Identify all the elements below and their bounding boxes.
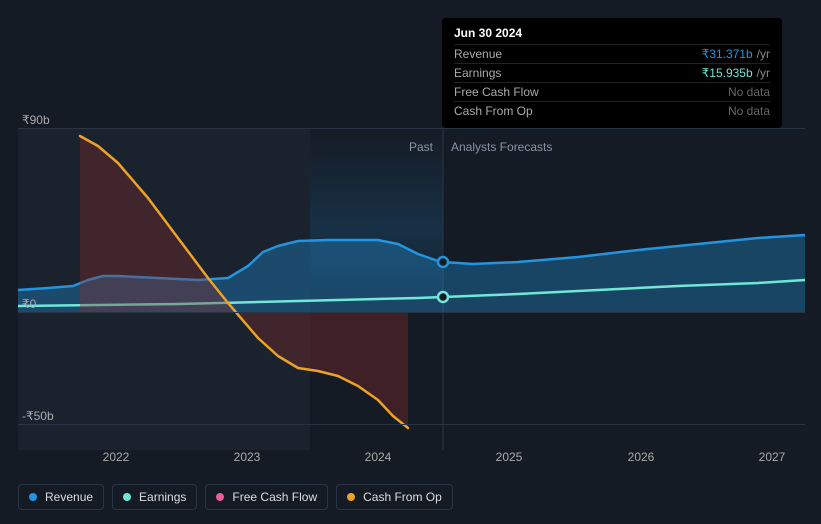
ylabel-bottom: -₹50b [22,409,54,423]
tooltip-row-value: No data [728,85,770,99]
tooltip-amount: ₹15.935b [702,66,753,80]
tooltip-unit: /yr [757,47,770,61]
tooltip-row-value: ₹15.935b/yr [702,66,770,80]
legend-item[interactable]: Cash From Op [336,484,453,510]
tooltip-row: Cash From Op No data [454,101,770,120]
ylabel-top: ₹90b [22,113,50,127]
tooltip-row: Earnings ₹15.935b/yr [454,63,770,82]
tooltip-row-label: Revenue [454,47,502,61]
forecast-chart [18,128,805,450]
xaxis-tick: 2025 [496,450,523,464]
tooltip-row-label: Free Cash Flow [454,85,539,99]
tooltip-row: Revenue ₹31.371b/yr [454,44,770,63]
tooltip-amount: ₹31.371b [702,47,753,61]
ygrid-zero [18,312,805,313]
ygrid-bottom [18,424,805,425]
data-tooltip: Jun 30 2024 Revenue ₹31.371b/yr Earnings ₹1… [442,18,782,128]
tooltip-nodata: No data [728,104,770,118]
legend-item[interactable]: Earnings [112,484,197,510]
legend-item[interactable]: Free Cash Flow [205,484,328,510]
legend-label: Earnings [139,490,186,504]
tooltip-row-value: No data [728,104,770,118]
xaxis-tick: 2022 [103,450,130,464]
xaxis-tick: 2026 [628,450,655,464]
legend-item[interactable]: Revenue [18,484,104,510]
forecast-region-label: Analysts Forecasts [451,140,552,154]
legend-label: Cash From Op [363,490,442,504]
past-region-label: Past [409,140,433,154]
legend-dot-icon [216,493,224,501]
x-axis: 2022 2023 2024 2025 2026 2027 [18,450,805,470]
legend: Revenue Earnings Free Cash Flow Cash From O… [18,484,453,510]
legend-dot-icon [347,493,355,501]
tooltip-date: Jun 30 2024 [454,26,770,44]
ygrid-top [18,128,805,129]
tooltip-row-label: Earnings [454,66,501,80]
tooltip-row: Free Cash Flow No data [454,82,770,101]
legend-label: Free Cash Flow [232,490,317,504]
tooltip-nodata: No data [728,85,770,99]
legend-dot-icon [123,493,131,501]
tooltip-row-value: ₹31.371b/yr [702,47,770,61]
xaxis-tick: 2027 [759,450,786,464]
tooltip-row-label: Cash From Op [454,104,533,118]
xaxis-tick: 2024 [365,450,392,464]
legend-dot-icon [29,493,37,501]
ylabel-zero: ₹0 [22,297,36,311]
xaxis-tick: 2023 [234,450,261,464]
legend-label: Revenue [45,490,93,504]
tooltip-unit: /yr [757,66,770,80]
